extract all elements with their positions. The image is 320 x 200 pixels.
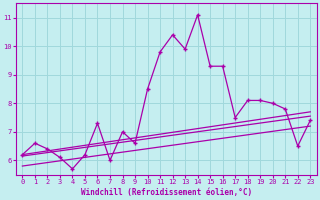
X-axis label: Windchill (Refroidissement éolien,°C): Windchill (Refroidissement éolien,°C)	[81, 188, 252, 197]
